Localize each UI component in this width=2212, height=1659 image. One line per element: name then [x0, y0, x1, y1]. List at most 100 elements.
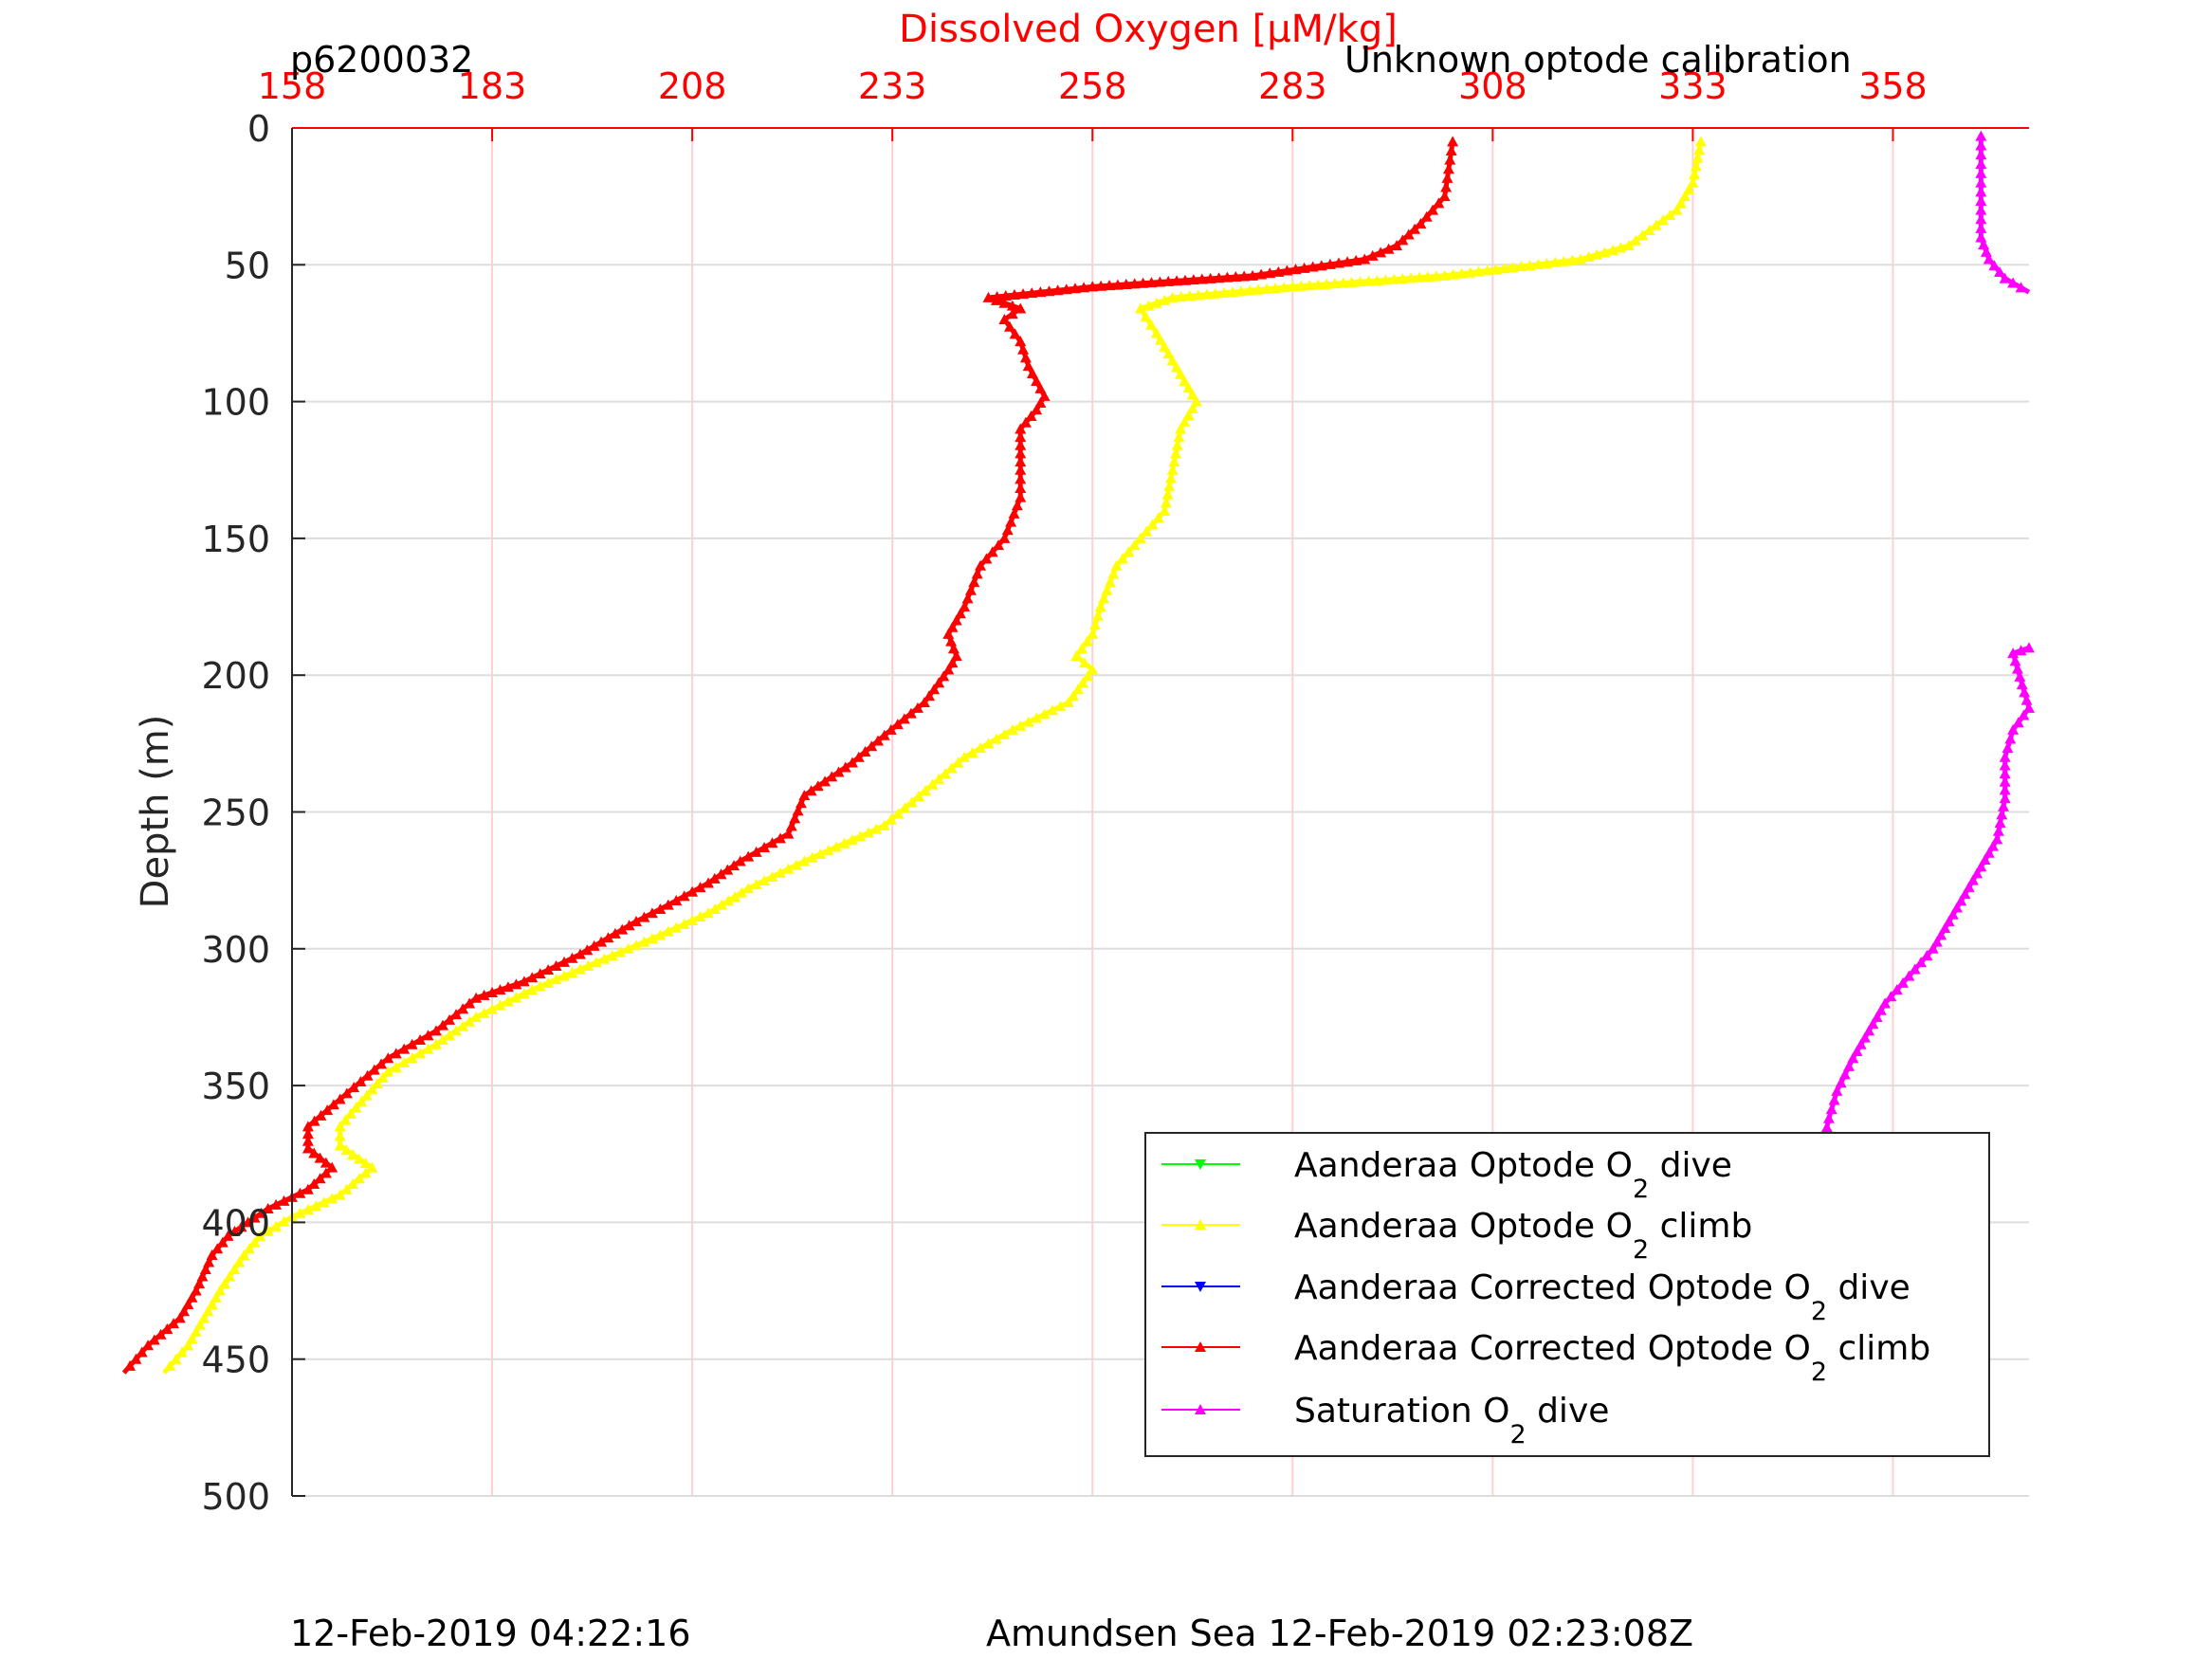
series-marker: [729, 890, 741, 902]
y-tick-label: 450: [201, 1340, 270, 1381]
series-marker: [164, 1359, 176, 1371]
series-marker: [1328, 278, 1341, 289]
series-marker: [390, 1048, 402, 1059]
series-marker: [1657, 214, 1670, 226]
series-marker: [550, 959, 562, 971]
series-marker: [766, 837, 778, 848]
series-marker: [1382, 243, 1395, 254]
series-marker: [340, 1183, 353, 1194]
series-marker: [912, 791, 924, 802]
series-marker: [1575, 253, 1587, 264]
series-marker: [1678, 191, 1691, 202]
series-marker: [862, 827, 874, 838]
series-marker: [1062, 697, 1074, 708]
y-tick-label: 400: [201, 1202, 270, 1244]
series-marker: [826, 771, 838, 782]
series-marker: [327, 1099, 339, 1110]
series-marker: [1017, 288, 1030, 300]
series-marker: [1532, 258, 1545, 269]
series-marker: [1175, 423, 1187, 434]
series-marker: [1903, 970, 1915, 981]
series-marker: [518, 988, 530, 999]
series-marker: [998, 314, 1011, 325]
series-marker: [638, 911, 650, 922]
series-marker: [1252, 283, 1265, 295]
series-marker: [1183, 290, 1196, 301]
series-marker: [1182, 410, 1195, 421]
series-marker: [1988, 260, 2001, 271]
series-marker: [1897, 976, 1910, 988]
series-marker: [2007, 647, 2020, 659]
series-1: [162, 136, 1707, 1375]
series-marker: [2009, 655, 2021, 666]
series-marker: [219, 1278, 231, 1289]
series-marker: [1159, 294, 1171, 305]
series-marker: [703, 877, 715, 888]
series-marker: [703, 907, 715, 919]
series-marker: [320, 1157, 332, 1168]
series-marker: [1015, 464, 1027, 475]
series-marker: [1161, 488, 1174, 500]
series-marker: [1464, 266, 1476, 278]
series-marker: [1141, 525, 1153, 537]
series-marker: [1350, 254, 1362, 265]
series-marker: [430, 1025, 442, 1036]
series-marker: [759, 875, 771, 886]
series-marker: [798, 855, 811, 866]
y-tick-label: 300: [201, 929, 270, 971]
y-tick-label: 350: [201, 1066, 270, 1107]
y-tick-label: 100: [201, 382, 270, 424]
series-marker: [361, 1069, 374, 1081]
series-marker: [582, 959, 594, 971]
series-marker: [302, 1183, 314, 1194]
series-marker: [1320, 278, 1332, 289]
series-marker: [945, 762, 958, 774]
series-marker: [782, 863, 795, 874]
series-marker: [348, 1082, 360, 1093]
series-marker: [1155, 334, 1166, 345]
series-marker: [1999, 272, 2011, 283]
series-marker: [1650, 219, 1662, 230]
series-marker: [502, 981, 514, 993]
series-marker: [340, 1087, 353, 1099]
series-marker: [742, 850, 755, 862]
series-marker: [1874, 1004, 1887, 1015]
series-marker: [998, 297, 1011, 308]
series-marker: [406, 1052, 418, 1064]
series-marker: [1375, 246, 1387, 258]
series-marker: [558, 970, 571, 981]
series-marker: [971, 568, 983, 579]
series-marker: [422, 1043, 434, 1054]
series-marker: [1994, 265, 2006, 277]
series-marker: [534, 980, 546, 992]
series-marker: [2011, 663, 2023, 674]
series-marker: [918, 697, 930, 708]
series-marker: [510, 978, 522, 990]
series-marker: [1034, 397, 1047, 409]
series-marker: [1891, 984, 1903, 995]
series-marker: [1015, 302, 1027, 314]
series-marker: [1213, 272, 1225, 283]
series-marker: [494, 984, 506, 995]
series-marker: [142, 1340, 155, 1351]
series-marker: [1441, 172, 1453, 183]
series-marker: [1015, 491, 1027, 502]
series-marker: [966, 746, 978, 757]
series-marker: [950, 649, 962, 661]
series-marker: [946, 621, 959, 632]
series-marker: [990, 294, 1002, 305]
series-marker: [2007, 277, 2020, 288]
series-marker: [1636, 229, 1649, 241]
x-tick-label: 233: [858, 65, 927, 107]
series-marker: [662, 899, 674, 910]
series-marker: [993, 539, 1005, 551]
series-marker: [1006, 300, 1018, 311]
series-marker: [542, 976, 555, 988]
series-marker: [1987, 840, 2000, 851]
series-marker: [709, 902, 722, 914]
series-marker: [1128, 278, 1141, 289]
series-marker: [1444, 154, 1456, 165]
series-marker: [1015, 423, 1027, 434]
series-marker: [270, 1220, 283, 1231]
series-marker: [959, 751, 971, 762]
